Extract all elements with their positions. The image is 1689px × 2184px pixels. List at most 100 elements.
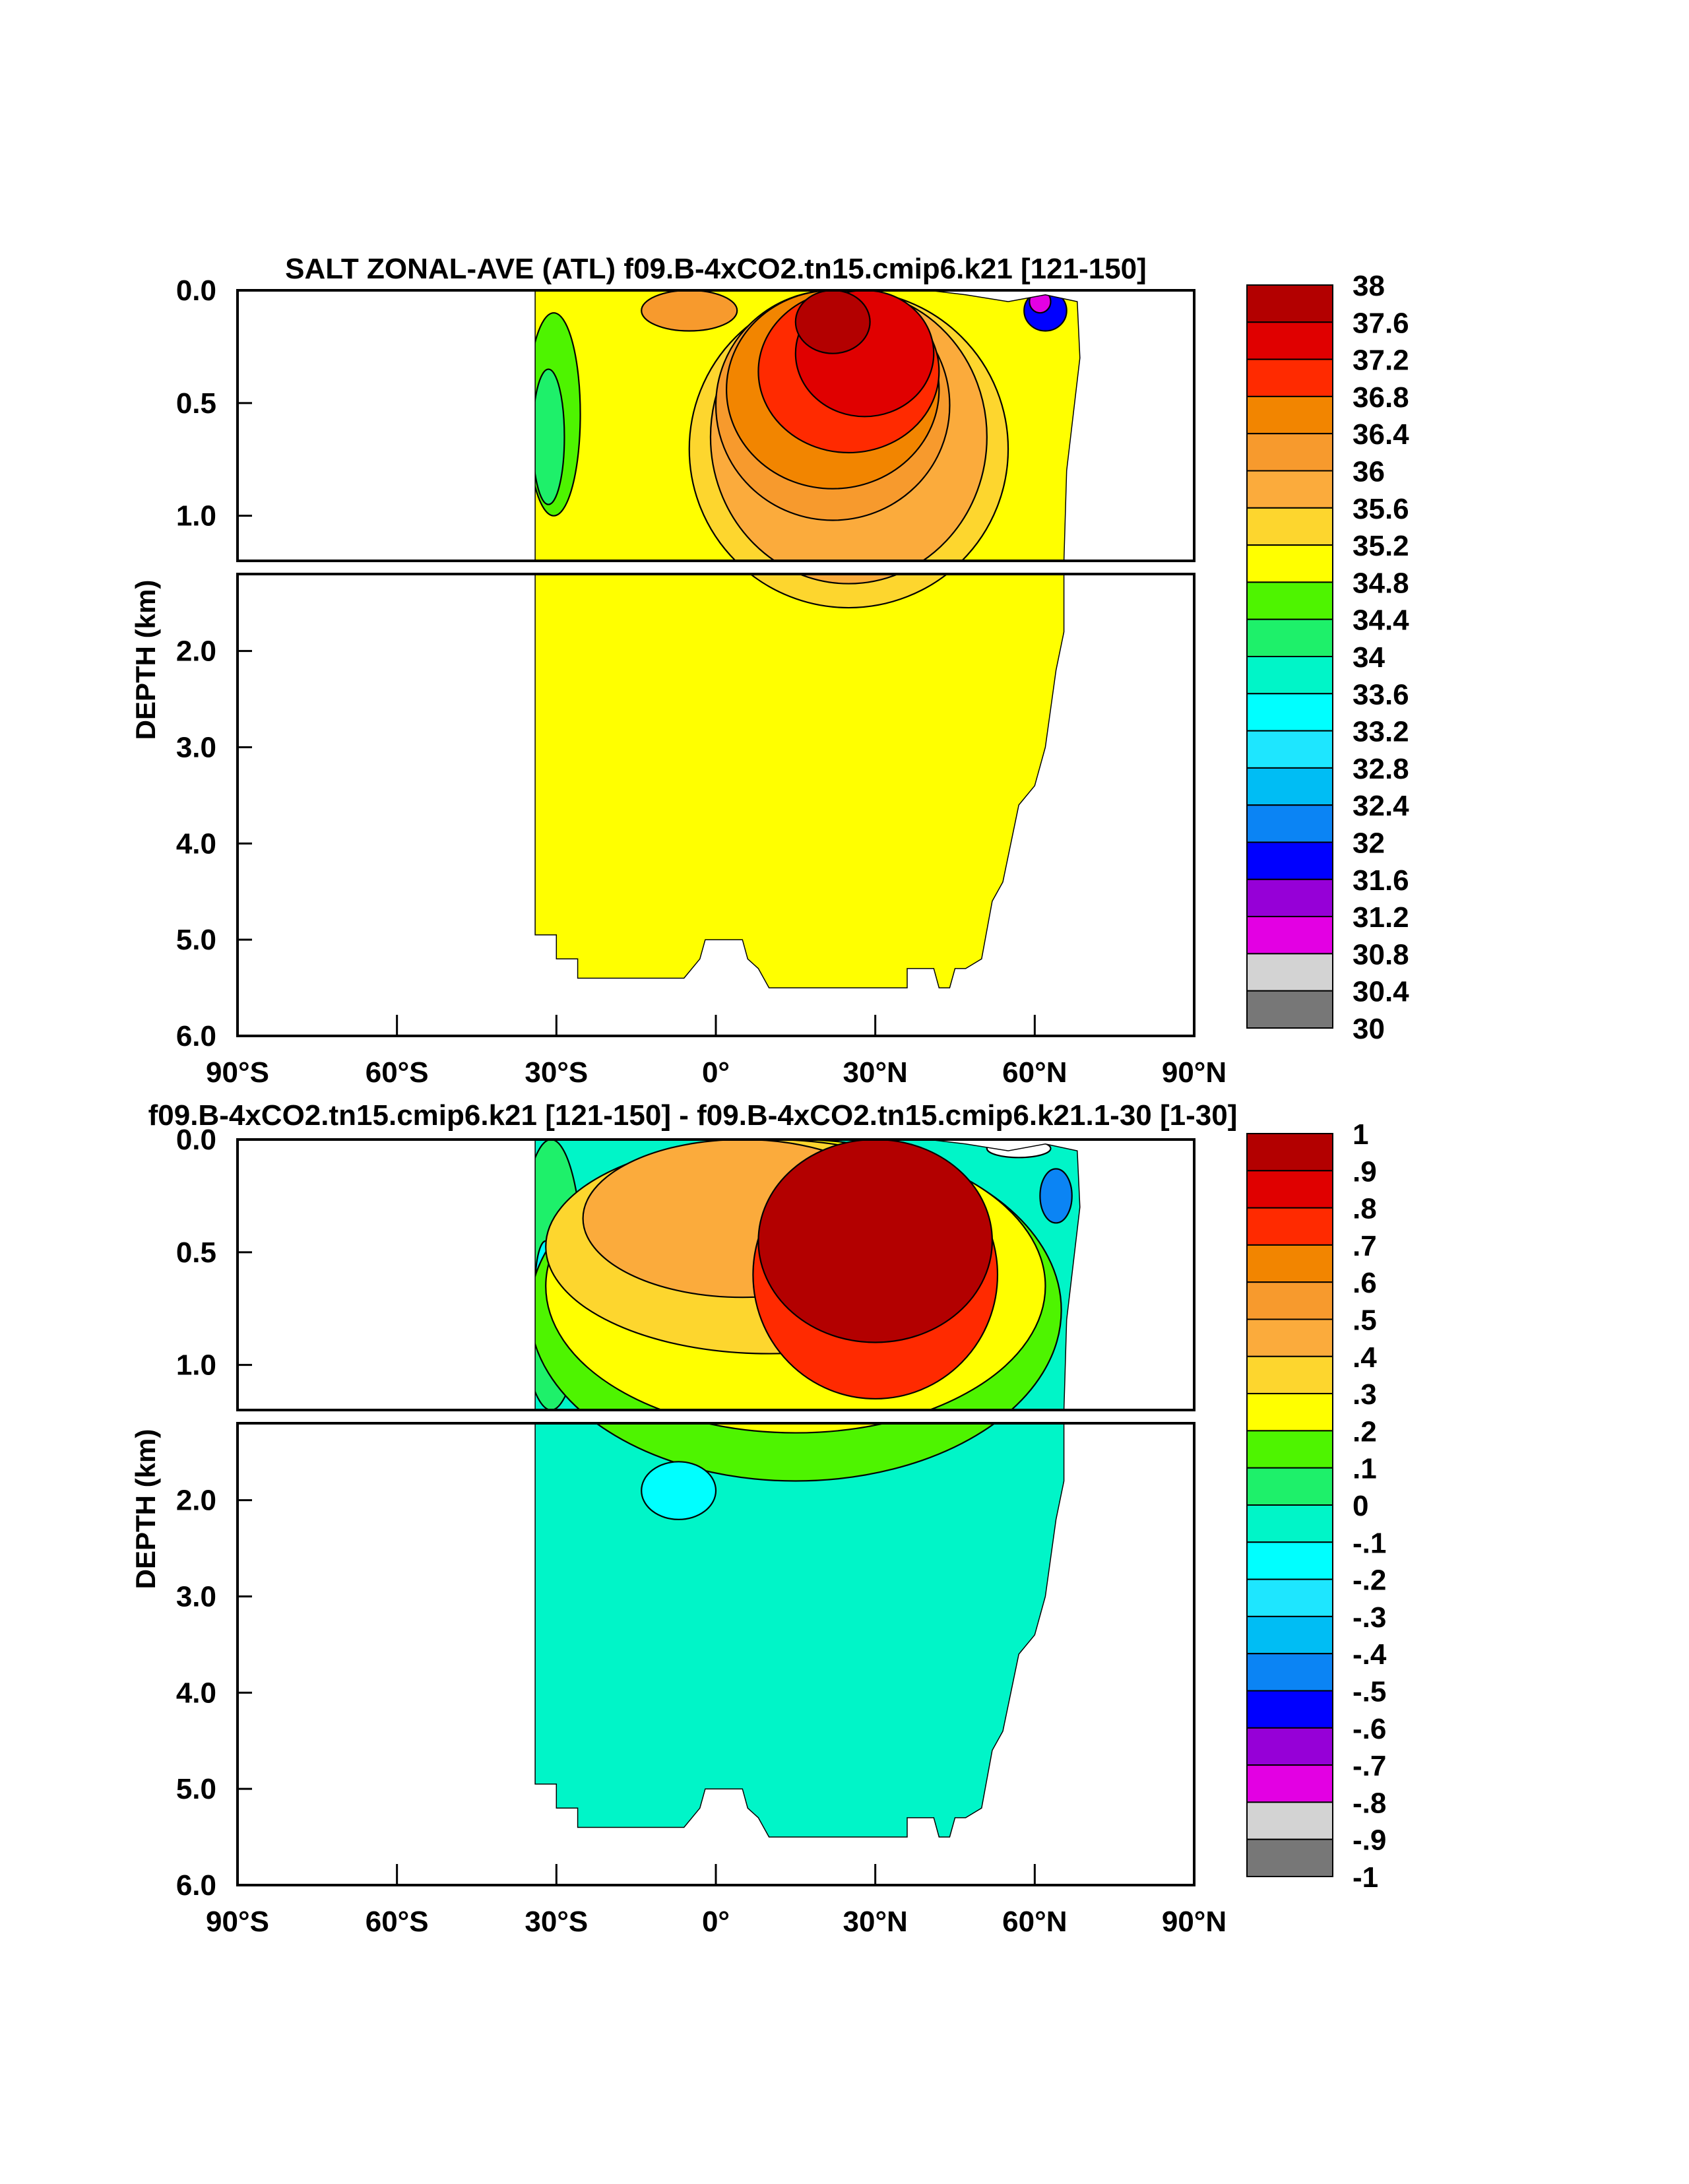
contour-line [535, 1140, 1062, 1482]
x-tick-label: 60°S [366, 1056, 429, 1089]
difference-axis-ticks: 0.0 0.5 1.0 2.0 3.0 4.0 5.0 6.0 90°S 60°S 30°S 0° 30… [176, 1124, 1227, 1938]
colorbar-label: -.8 [1353, 1787, 1386, 1819]
y-tick-label: 0.0 [176, 274, 216, 307]
y-tick-label: 0.5 [176, 1237, 216, 1269]
y-tick-label: 1.0 [176, 1349, 216, 1382]
colorbar-swatch [1246, 284, 1333, 323]
colorbar-swatch [1246, 1690, 1333, 1729]
colorbar-label: .6 [1353, 1267, 1377, 1299]
y-tick-label: 2.0 [176, 635, 216, 668]
contour-line [709, 290, 988, 585]
colorbar-swatch [1246, 618, 1333, 658]
colorbar-label: .3 [1353, 1378, 1377, 1411]
y-tick-label: 6.0 [176, 1869, 216, 1902]
colorbar-swatch [1246, 804, 1333, 843]
colorbar-swatch [1246, 1578, 1333, 1617]
colorbar-swatch [1246, 395, 1333, 435]
contour-line [535, 368, 565, 505]
colorbar-swatch [1246, 1801, 1333, 1840]
ocean-field [535, 1140, 1080, 1838]
contour-region [758, 1140, 992, 1343]
colorbar-label: -.9 [1353, 1824, 1386, 1857]
colorbar-label: -.1 [1353, 1527, 1386, 1559]
contour-line [1023, 290, 1068, 332]
colorbar-label: 34.4 [1353, 604, 1409, 637]
colorbar-swatch [1246, 1170, 1333, 1209]
colorbar-swatch [1246, 656, 1333, 695]
difference-contour-fill [236, 1138, 1195, 1886]
x-tick-label: 90°N [1162, 1906, 1227, 1938]
colorbar-label: -.5 [1353, 1676, 1386, 1708]
colorbar-swatch [1246, 693, 1333, 732]
y-tick-label: 0.0 [176, 1124, 216, 1156]
colorbar-label: 34.8 [1353, 567, 1409, 599]
colorbar-swatch [1246, 1244, 1333, 1283]
x-tick-label: 30°N [843, 1056, 908, 1089]
colorbar-swatch [1246, 878, 1333, 918]
contour-line [726, 290, 940, 490]
y-tick-label: 3.0 [176, 1581, 216, 1613]
colorbar-label: 35.6 [1353, 493, 1409, 525]
colorbar-label: 31.2 [1353, 901, 1409, 934]
y-tick-label: 4.0 [176, 827, 216, 860]
difference-plot-title: f09.B-4xCO2.tn15.cmip6.k21 [121-150] - f… [148, 1099, 1238, 1132]
colorbar-swatch [1246, 1838, 1333, 1877]
contour-region [641, 290, 738, 331]
colorbar-label: .1 [1353, 1453, 1377, 1485]
colorbar-swatch [1246, 1467, 1333, 1506]
contour-region [795, 290, 870, 354]
contour-line [641, 1461, 717, 1520]
colorbar-label: 36.8 [1353, 381, 1409, 414]
colorbar-label: 36 [1353, 456, 1385, 488]
colorbar-label: 37.2 [1353, 344, 1409, 377]
contour-line [535, 312, 581, 517]
y-tick-label: 5.0 [176, 1773, 216, 1805]
colorbar-swatch [1246, 470, 1333, 509]
y-tick-label: 3.0 [176, 732, 216, 764]
colorbar-label: -.2 [1353, 1564, 1386, 1597]
y-tick-label: 2.0 [176, 1485, 216, 1517]
colorbar-swatch [1246, 1430, 1333, 1469]
colorbar-label: 37.6 [1353, 307, 1409, 339]
colorbar-swatch [1246, 1653, 1333, 1692]
colorbar-swatch [1246, 1541, 1333, 1580]
x-tick-label: 0° [702, 1906, 730, 1938]
contour-region [1040, 1169, 1072, 1223]
colorbar-swatch [1246, 990, 1333, 1029]
colorbar-swatch [1246, 581, 1333, 620]
contour-line [715, 290, 951, 521]
contour-line [688, 290, 1009, 609]
colorbar-swatch [1246, 1207, 1333, 1246]
colorbar-label: 30 [1353, 1013, 1385, 1045]
colorbar-label: 32.8 [1353, 753, 1409, 785]
colorbar-swatch [1246, 1133, 1333, 1172]
contour-region [535, 369, 565, 505]
salinity-panel: SALT ZONAL-AVE (ATL) f09.B-4xCO2.tn15.cm… [130, 253, 1409, 1089]
colorbar-swatch [1246, 1504, 1333, 1543]
contour-region [641, 1461, 716, 1520]
colorbar-label: 38 [1353, 270, 1385, 302]
x-tick-label: 90°S [206, 1906, 269, 1938]
difference-colorbar: 1 .9 .8 .7 .6 .5 .4 .3 .2 .1 0 -.1 -.2 -.3 -.4 -.5 -.6 -.… [1246, 1118, 1387, 1894]
x-tick-label: 60°S [366, 1906, 429, 1938]
colorbar-label: 31.6 [1353, 864, 1409, 897]
y-tick-label: 4.0 [176, 1677, 216, 1709]
colorbar-label: 33.2 [1353, 716, 1409, 748]
colorbar-swatch [1246, 1764, 1333, 1803]
colorbar-swatch [1246, 321, 1333, 360]
x-tick-label: 90°N [1162, 1056, 1227, 1089]
colorbar-swatch [1246, 767, 1333, 806]
colorbar-label: 32.4 [1353, 790, 1409, 822]
ocean-field [535, 290, 1080, 988]
colorbar-label: .4 [1353, 1341, 1377, 1374]
y-tick-label: 6.0 [176, 1020, 216, 1052]
salinity-contour-fill [236, 289, 1195, 1037]
colorbar-label: .9 [1353, 1155, 1377, 1188]
colorbar-label: 36.4 [1353, 418, 1409, 451]
colorbar-label: .2 [1353, 1415, 1377, 1448]
basin-outline [534, 1140, 1081, 1838]
colorbar-label: 34 [1353, 641, 1385, 674]
x-tick-label: 0° [702, 1056, 730, 1089]
salinity-colorbar: 38 37.6 37.2 36.8 36.4 36 35.6 35.2 34.8 34.4 34 33… [1246, 270, 1409, 1045]
colorbar-label: -.6 [1353, 1713, 1386, 1745]
